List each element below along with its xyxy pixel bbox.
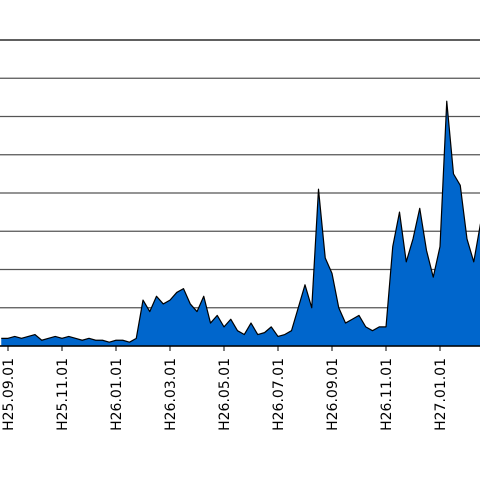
area-outline bbox=[1, 100, 480, 343]
x-tick-label: H26.01.01 bbox=[109, 358, 125, 431]
x-tick-label: H26.03.01 bbox=[163, 358, 179, 431]
x-tick-label: H26.07.01 bbox=[271, 358, 287, 431]
x-tick-label: H27.01.01 bbox=[433, 358, 449, 431]
area bbox=[1, 101, 480, 346]
x-tick-label: H25.09.01 bbox=[1, 358, 17, 431]
x-tick-label: H26.09.01 bbox=[325, 358, 341, 431]
x-tick-label: H26.05.01 bbox=[217, 358, 233, 431]
x-tick-label: H26.11.01 bbox=[379, 358, 395, 431]
x-tick-label: H25.11.01 bbox=[55, 358, 71, 431]
